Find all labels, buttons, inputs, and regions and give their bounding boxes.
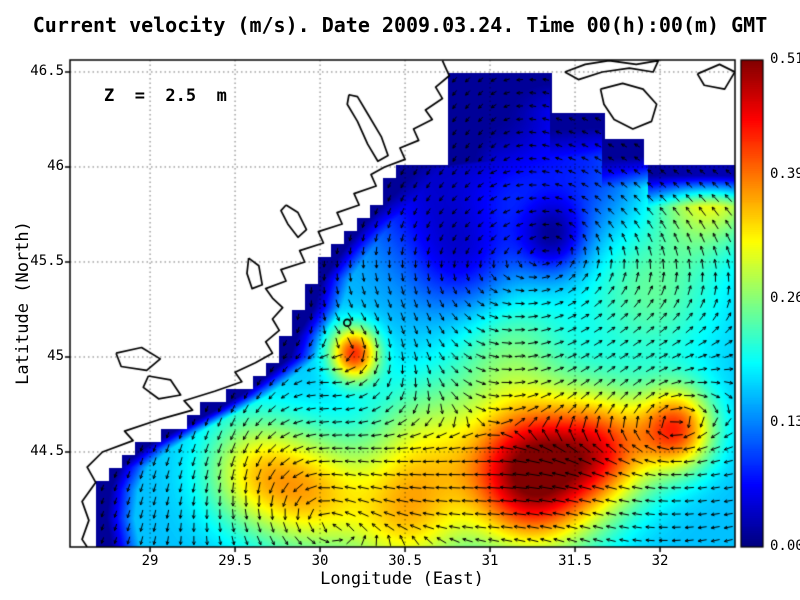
y-tick-label: 46.5 xyxy=(30,62,64,79)
y-tick-label: 44.5 xyxy=(30,442,64,459)
colorbar-tick-label: 0.26 xyxy=(770,289,800,306)
x-tick-label: 31 xyxy=(481,553,499,569)
x-tick-label: 30.5 xyxy=(388,553,422,569)
x-tick-label: 29.5 xyxy=(218,553,252,569)
y-tick-label: 46 xyxy=(47,157,64,174)
y-tick-label: 45.5 xyxy=(30,252,64,269)
x-tick-label: 32 xyxy=(651,553,669,569)
x-tick-label: 31.5 xyxy=(558,553,592,569)
colorbar-tick-label: 0.39 xyxy=(770,165,800,182)
colorbar-tick-label: 0.00 xyxy=(770,538,800,554)
colorbar-tick-label: 0.51 xyxy=(770,51,800,67)
x-tick-label: 29 xyxy=(141,553,159,569)
y-axis-label: Latitude (North) xyxy=(13,221,33,385)
colorbar-tick-label: 0.13 xyxy=(770,413,800,430)
depth-annotation: Z = 2.5 m xyxy=(104,86,227,106)
x-tick-label: 30 xyxy=(311,553,329,569)
y-tick-label: 45 xyxy=(47,347,64,364)
x-axis-label: Longitude (East) xyxy=(320,569,484,589)
figure-title: Current velocity (m/s). Date 2009.03.24.… xyxy=(32,13,768,37)
